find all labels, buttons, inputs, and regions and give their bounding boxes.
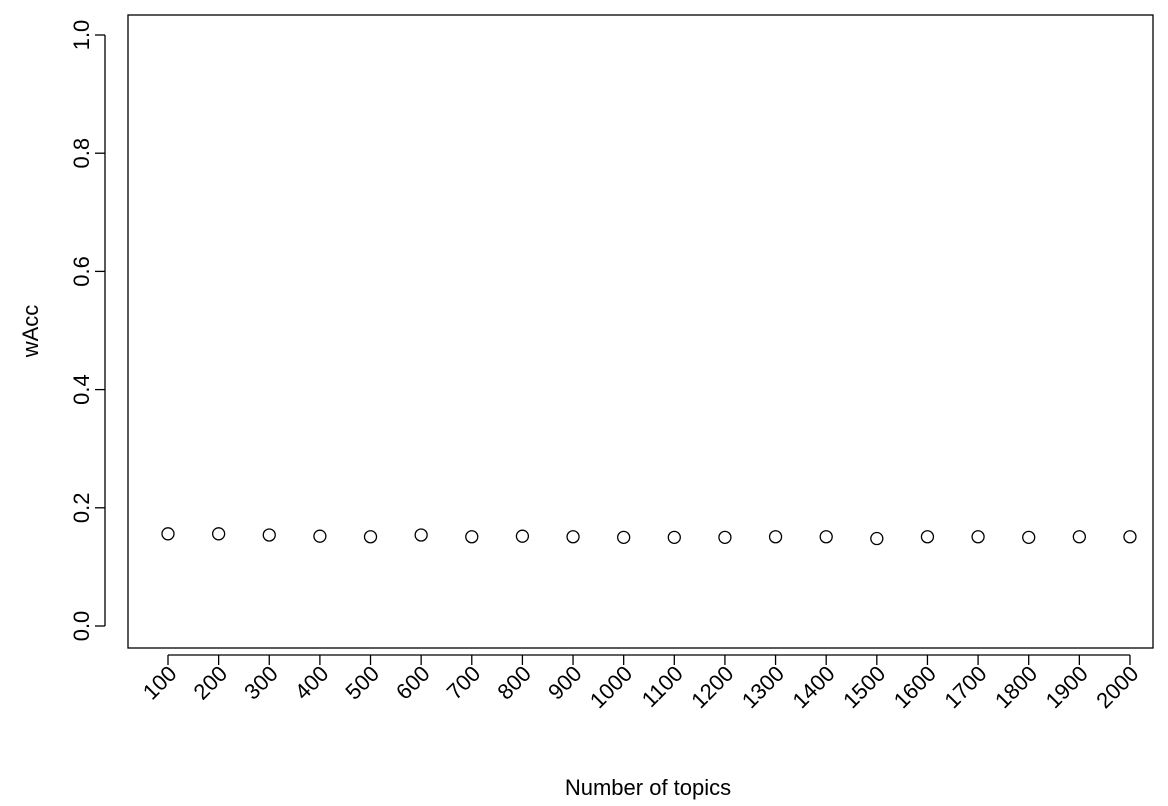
data-point — [313, 529, 327, 543]
data-point — [414, 528, 428, 542]
data-point — [920, 530, 935, 544]
x-tick-label: 1200 — [686, 661, 738, 713]
data-point — [363, 530, 378, 544]
y-axis: 0.0 0.2 0.4 0.6 0.8 1.0 — [69, 20, 106, 642]
x-tick-label: 1900 — [1041, 661, 1093, 713]
y-tick-label: 0.6 — [69, 256, 94, 287]
y-tick-label: 0.2 — [69, 493, 94, 524]
x-tick-label: 1800 — [990, 661, 1042, 713]
x-tick-label: 300 — [239, 661, 283, 705]
x-tick-label: 500 — [340, 661, 384, 705]
x-tick-label: 400 — [290, 661, 334, 705]
x-tick-label: 1400 — [787, 661, 839, 713]
x-tick-label: 200 — [189, 661, 233, 705]
x-tick-label: 900 — [543, 661, 587, 705]
x-tick-label: 1700 — [939, 661, 991, 713]
data-point — [1072, 530, 1086, 544]
data-point — [819, 530, 833, 544]
data-point — [971, 530, 985, 544]
y-tick-label: 0.4 — [69, 374, 94, 405]
data-point — [566, 530, 580, 544]
y-tick-label: 0.8 — [69, 138, 94, 169]
data-point — [870, 531, 884, 546]
x-tick-label: 1600 — [889, 661, 941, 713]
data-point — [161, 527, 175, 541]
data-point — [515, 529, 530, 543]
data-point — [718, 530, 732, 544]
x-tick-label: 1300 — [737, 661, 789, 713]
x-tick-label: 100 — [138, 661, 182, 705]
x-tick-label: 1100 — [637, 661, 688, 712]
plot-frame — [127, 14, 1154, 649]
data-point — [211, 527, 226, 541]
data-points — [161, 527, 1137, 546]
data-point — [1022, 530, 1036, 544]
x-tick-label: 1500 — [838, 661, 890, 713]
data-point — [667, 530, 681, 544]
x-tick-label: 600 — [391, 661, 435, 705]
x-axis-label: Number of topics — [565, 775, 731, 800]
data-point — [768, 530, 783, 544]
y-tick-label: 0.0 — [69, 611, 94, 642]
data-point — [617, 530, 631, 544]
data-point — [1123, 530, 1137, 544]
y-tick-label: 1.0 — [69, 20, 94, 51]
y-axis-label: wAcc — [18, 305, 43, 359]
data-point — [465, 530, 479, 544]
x-tick-label: 1000 — [585, 661, 637, 713]
x-tick-label: 800 — [492, 661, 536, 705]
x-tick-label: 2000 — [1091, 661, 1143, 713]
x-tick-label: 700 — [442, 661, 486, 705]
data-point — [262, 528, 276, 542]
